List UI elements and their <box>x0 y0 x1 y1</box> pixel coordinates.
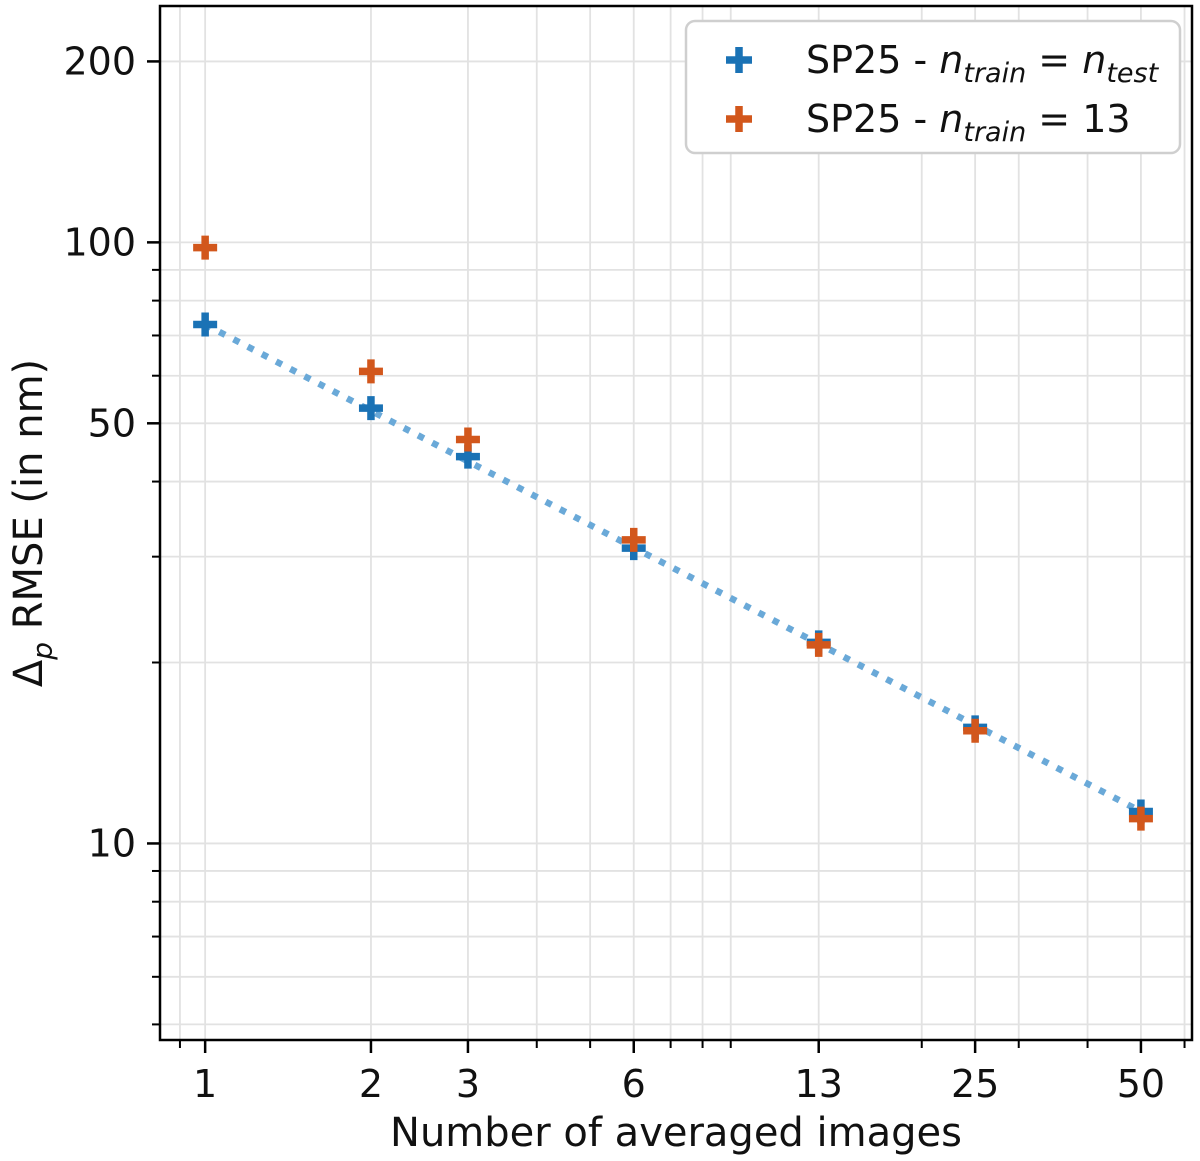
data-point-plus <box>963 718 988 743</box>
x-tick-label: 50 <box>1117 1062 1165 1106</box>
rich-text-part: = 13 <box>1026 97 1130 141</box>
rich-text-part: Δ <box>6 659 52 687</box>
y-tick-label: 100 <box>63 220 136 264</box>
series-0 <box>193 312 1153 824</box>
x-tick-label: 3 <box>456 1062 480 1106</box>
rich-text-part: p <box>26 642 59 661</box>
rich-text-part: train <box>963 58 1026 89</box>
data-point-plus <box>358 396 383 421</box>
x-tick-label: 6 <box>622 1062 646 1106</box>
ticks-layer: 1 2 3 6 13 25 50 10 50 100 200 <box>63 39 1186 1106</box>
data-point-plus <box>193 312 218 337</box>
data-point-plus <box>1128 806 1153 831</box>
data-point-plus <box>358 359 383 384</box>
plot-frame <box>158 4 1194 1042</box>
y-tick-label: 50 <box>88 401 136 445</box>
fit-line <box>203 321 1143 815</box>
data-point-plus <box>726 106 752 132</box>
series-1 <box>193 235 1153 831</box>
x-tick-label: 13 <box>795 1062 843 1106</box>
rich-text-part: n <box>1082 38 1106 82</box>
rich-text-part: n <box>939 97 963 141</box>
data-point-plus <box>806 632 831 657</box>
rich-text-part: SP25 - <box>806 38 939 82</box>
legend-box <box>684 19 1182 155</box>
data-point-plus <box>455 427 480 452</box>
rich-text-part: test <box>1106 58 1159 89</box>
rich-text-part: n <box>939 38 963 82</box>
x-tick-label: 2 <box>359 1062 383 1106</box>
x-tick-label: 1 <box>193 1062 217 1106</box>
grid-layer <box>160 6 1192 1040</box>
rich-text-part: RMSE (in nm) <box>6 359 52 642</box>
rich-text-part: train <box>963 117 1026 148</box>
rich-text-part: SP25 - <box>806 97 939 141</box>
x-tick-label: 25 <box>951 1062 999 1106</box>
y-tick-label: 10 <box>88 821 136 865</box>
data-point-plus <box>726 47 752 73</box>
legend-label: SP25 - ntrain = ntest <box>806 38 1160 89</box>
data-point-plus <box>621 527 646 552</box>
rich-text-part: = <box>1026 38 1082 82</box>
legend-label: SP25 - ntrain = 13 <box>806 97 1131 148</box>
x-axis-label: Number of averaged images <box>390 1110 962 1156</box>
y-tick-label: 200 <box>63 39 136 83</box>
data-point-plus <box>193 235 218 260</box>
y-axis-label: Δp RMSE (in nm) <box>6 359 59 687</box>
